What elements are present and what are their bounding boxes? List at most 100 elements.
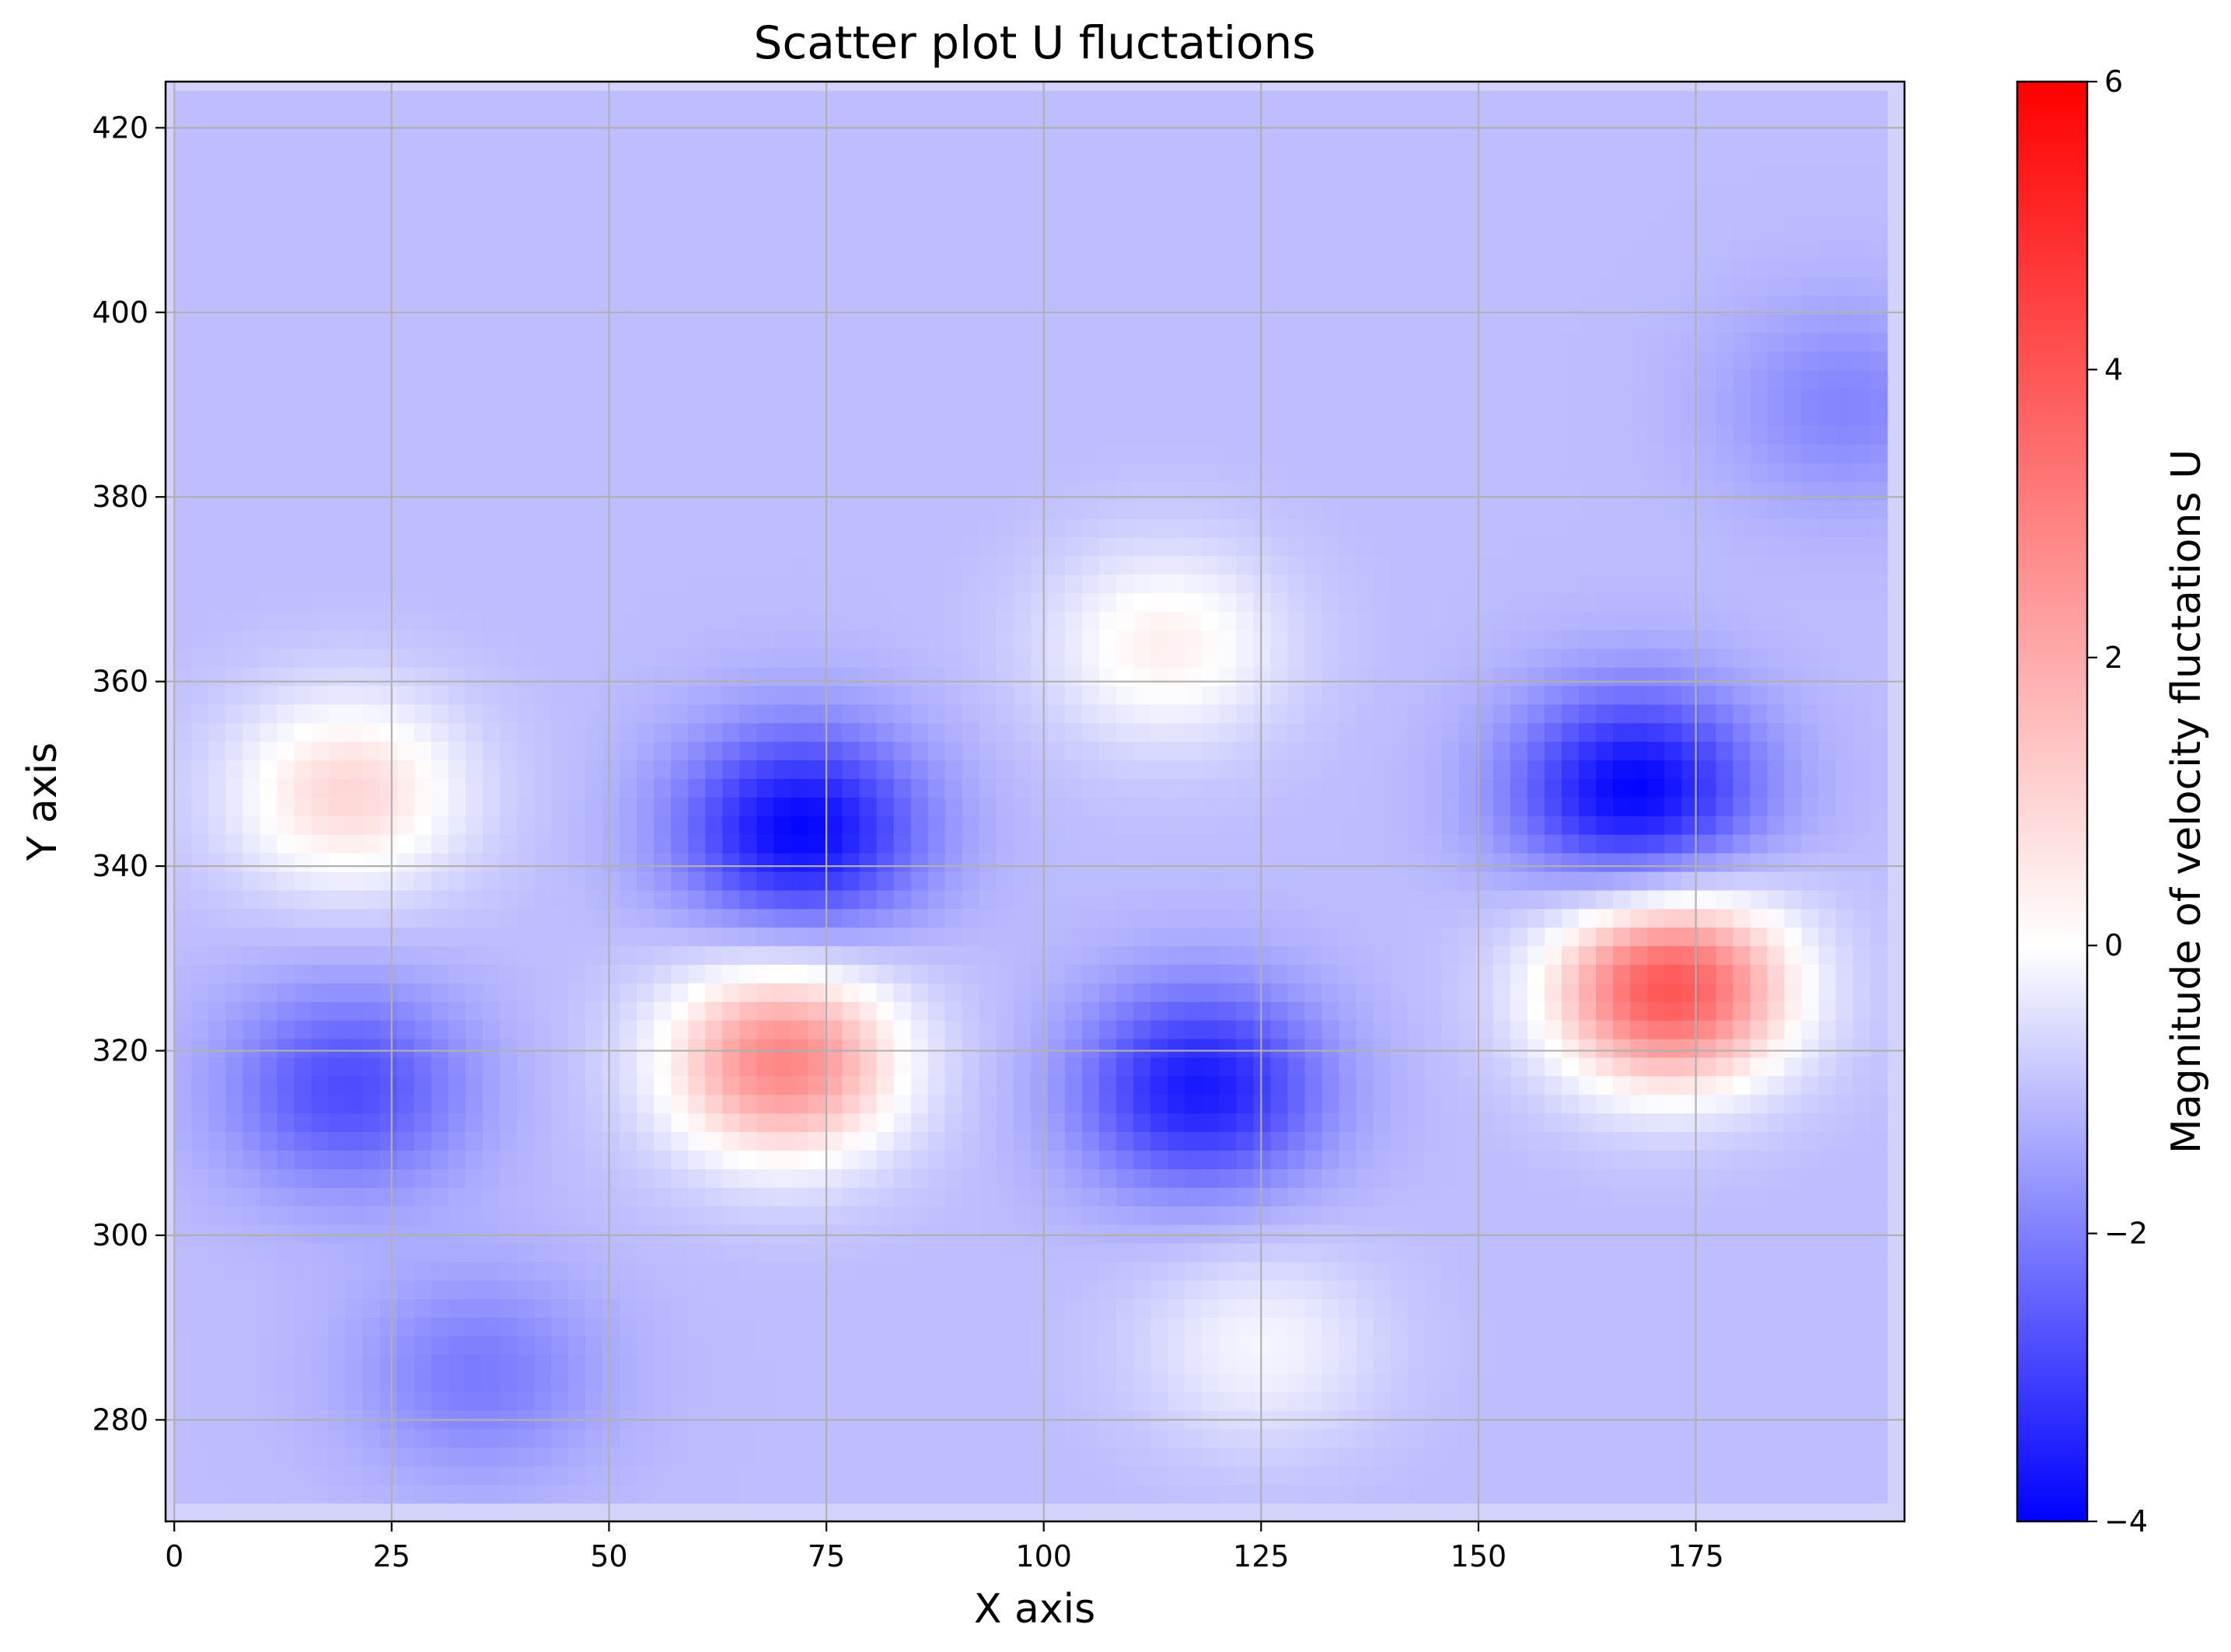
scatter-point xyxy=(910,1001,929,1021)
scatter-point xyxy=(1065,109,1083,129)
scatter-point xyxy=(1150,388,1168,407)
scatter-point xyxy=(876,1336,895,1355)
scatter-point xyxy=(431,276,449,296)
scatter-point xyxy=(294,871,312,891)
scatter-point xyxy=(208,630,227,649)
scatter-point xyxy=(859,258,878,278)
scatter-point xyxy=(893,313,912,334)
scatter-point xyxy=(773,1354,792,1374)
scatter-point xyxy=(962,127,980,148)
scatter-point xyxy=(654,1317,672,1336)
scatter-point xyxy=(414,1298,432,1318)
scatter-point xyxy=(654,852,672,872)
scatter-point xyxy=(1047,536,1066,557)
scatter-point xyxy=(260,1317,278,1336)
scatter-point xyxy=(876,797,895,816)
scatter-point xyxy=(533,1391,552,1411)
scatter-point xyxy=(1030,1280,1049,1300)
scatter-point xyxy=(396,1094,415,1114)
scatter-point xyxy=(1185,852,1203,872)
scatter-point xyxy=(637,816,655,835)
scatter-point xyxy=(345,1336,364,1355)
scatter-point xyxy=(174,146,192,166)
scatter-point xyxy=(533,1001,552,1021)
scatter-point xyxy=(688,852,706,872)
scatter-point xyxy=(1030,1168,1049,1188)
scatter-point xyxy=(191,852,209,872)
scatter-point xyxy=(842,555,861,575)
scatter-point xyxy=(1236,295,1255,315)
scatter-point xyxy=(396,983,415,1002)
scatter-point xyxy=(294,480,312,501)
scatter-point xyxy=(825,630,843,649)
scatter-point xyxy=(499,666,518,686)
scatter-point xyxy=(431,183,449,204)
scatter-point xyxy=(1168,889,1185,910)
scatter-point xyxy=(671,351,689,371)
scatter-point xyxy=(1236,1187,1255,1207)
scatter-point xyxy=(620,630,637,649)
scatter-point xyxy=(808,295,826,315)
scatter-point xyxy=(448,127,466,148)
scatter-point xyxy=(773,1094,792,1114)
scatter-point xyxy=(482,852,501,872)
scatter-point xyxy=(1287,1465,1306,1486)
scatter-point xyxy=(465,536,484,557)
scatter-point xyxy=(533,1298,552,1318)
scatter-point xyxy=(825,276,843,296)
scatter-point xyxy=(328,407,347,426)
scatter-point xyxy=(225,1465,244,1486)
scatter-point xyxy=(465,760,484,779)
scatter-point xyxy=(825,202,843,222)
scatter-point xyxy=(825,1261,843,1281)
scatter-point xyxy=(944,202,963,222)
scatter-point xyxy=(1253,313,1272,334)
scatter-point xyxy=(791,1150,809,1169)
scatter-point xyxy=(756,1317,775,1336)
scatter-point xyxy=(842,908,861,928)
scatter-point xyxy=(1047,797,1066,816)
scatter-point xyxy=(1168,276,1185,296)
scatter-point xyxy=(1253,945,1272,965)
scatter-point xyxy=(568,1298,586,1318)
scatter-point xyxy=(773,1001,792,1021)
scatter-point xyxy=(208,1373,227,1392)
scatter-point xyxy=(910,685,929,705)
scatter-point xyxy=(465,1075,484,1095)
scatter-point xyxy=(808,1038,826,1058)
scatter-point xyxy=(414,983,432,1002)
scatter-point xyxy=(876,425,895,445)
scatter-point xyxy=(1270,1150,1289,1169)
scatter-point xyxy=(791,927,809,947)
scatter-point xyxy=(208,1112,227,1133)
scatter-point xyxy=(379,1373,398,1392)
scatter-point xyxy=(996,1465,1014,1486)
scatter-point xyxy=(499,1224,518,1244)
scatter-point xyxy=(808,833,826,854)
scatter-point xyxy=(516,908,535,928)
scatter-point xyxy=(533,871,552,891)
scatter-point xyxy=(379,295,398,315)
scatter-point xyxy=(671,685,689,705)
scatter-point xyxy=(825,964,843,983)
scatter-point xyxy=(927,1057,946,1077)
scatter-point xyxy=(225,425,244,445)
scatter-point xyxy=(688,1298,706,1318)
scatter-point xyxy=(1168,239,1185,259)
scatter-point xyxy=(1219,407,1238,426)
scatter-point xyxy=(842,648,861,668)
scatter-point xyxy=(944,351,963,371)
scatter-point xyxy=(910,295,929,315)
scatter-point xyxy=(1030,1298,1049,1318)
scatter-point xyxy=(550,945,569,965)
scatter-point xyxy=(1150,1001,1168,1021)
scatter-point xyxy=(311,927,330,947)
scatter-point xyxy=(568,1280,586,1300)
scatter-point xyxy=(225,704,244,724)
scatter-point xyxy=(1253,1484,1272,1504)
scatter-point xyxy=(859,722,878,742)
scatter-point xyxy=(927,1391,946,1411)
scatter-point xyxy=(1133,555,1151,575)
scatter-point xyxy=(1133,704,1151,724)
scatter-point xyxy=(533,1354,552,1374)
